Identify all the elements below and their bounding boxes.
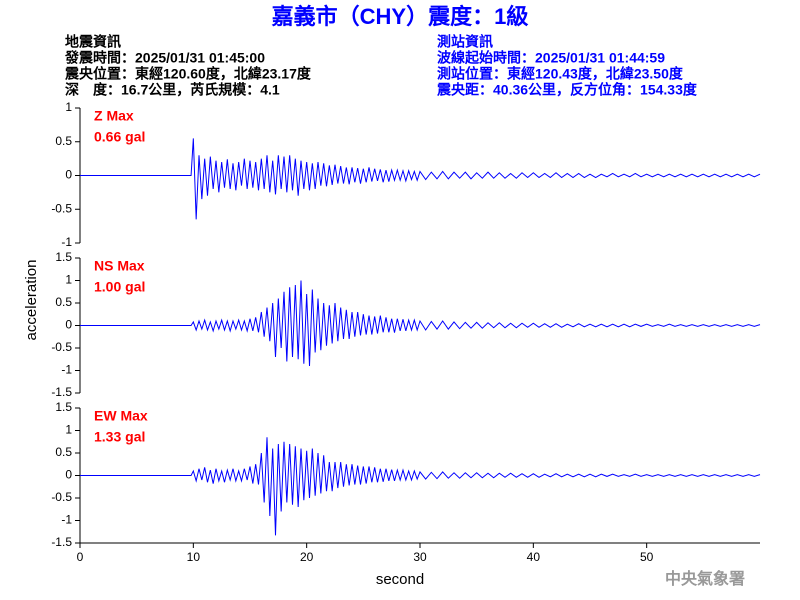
waveform <box>80 280 761 367</box>
y-tick-label: -0.5 <box>51 201 72 215</box>
y-tick-label: -1 <box>61 513 72 527</box>
y-tick-label: -1.5 <box>51 535 72 549</box>
station-text: 測站資訊 <box>437 34 493 50</box>
x-tick-label: 40 <box>527 550 541 564</box>
y-tick-label: -1.5 <box>51 385 72 399</box>
component-label: Z Max <box>94 108 134 124</box>
y-tick-label: 0.5 <box>55 295 72 309</box>
max-label: 1.00 gal <box>94 279 145 295</box>
info-text: 地震資訊 <box>65 34 121 50</box>
station-text: 震央距：40.36公里，反方位角：154.33度 <box>436 82 698 98</box>
component-label: NS Max <box>94 258 145 274</box>
y-tick-label: 0 <box>65 168 72 182</box>
y-tick-label: 1.5 <box>55 400 72 414</box>
y-tick-label: -0.5 <box>51 490 72 504</box>
y-tick-label: 1.5 <box>55 250 72 264</box>
y-tick-label: -0.5 <box>51 340 72 354</box>
y-axis-label: acceleration <box>23 260 40 341</box>
info-text: 震央位置：東經120.60度，北緯23.17度 <box>64 66 312 82</box>
info-text: 發震時間：2025/01/31 01:45:00 <box>64 50 265 66</box>
info-text: 深 度：16.7公里，芮氏規模：4.1 <box>65 82 280 98</box>
station-text: 測站位置：東經120.43度，北緯23.50度 <box>437 66 684 82</box>
max-label: 0.66 gal <box>94 129 145 145</box>
y-tick-label: -1 <box>61 235 72 249</box>
y-tick-label: 0.5 <box>55 445 72 459</box>
x-axis-label: second <box>376 571 424 588</box>
y-tick-label: 0.5 <box>55 134 72 148</box>
component-label: EW Max <box>94 408 148 424</box>
waveform <box>80 437 761 536</box>
x-tick-label: 0 <box>77 550 84 564</box>
y-tick-label: 0 <box>65 468 72 482</box>
y-tick-label: 0 <box>65 318 72 332</box>
x-tick-label: 20 <box>300 550 314 564</box>
y-tick-label: 1 <box>65 100 72 114</box>
station-text: 波線起始時間：2025/01/31 01:44:59 <box>437 50 665 66</box>
max-label: 1.33 gal <box>94 429 145 445</box>
watermark: 中央氣象署 <box>665 569 745 588</box>
y-tick-label: 1 <box>65 273 72 287</box>
title: 嘉義市（CHY）震度：1級 <box>272 4 529 29</box>
y-tick-label: -1 <box>61 363 72 377</box>
x-tick-label: 10 <box>187 550 201 564</box>
waveform <box>80 138 761 220</box>
x-tick-label: 50 <box>640 550 654 564</box>
x-tick-label: 30 <box>413 550 427 564</box>
y-tick-label: 1 <box>65 423 72 437</box>
